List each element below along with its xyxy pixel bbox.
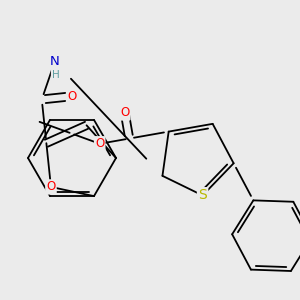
Text: O: O: [120, 106, 129, 119]
Text: O: O: [95, 137, 104, 150]
Text: O: O: [46, 181, 56, 194]
Text: O: O: [67, 90, 76, 103]
Text: S: S: [198, 188, 207, 203]
Text: N: N: [50, 55, 60, 68]
Text: H: H: [52, 70, 60, 80]
